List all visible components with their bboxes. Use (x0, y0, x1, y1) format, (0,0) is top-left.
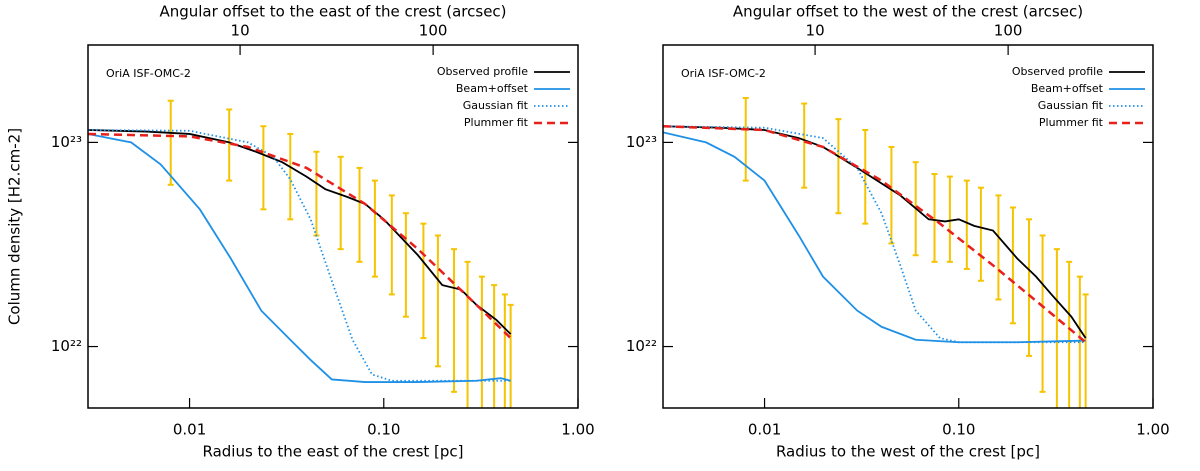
legend-label: Observed profile (437, 65, 528, 78)
plot-frame (662, 44, 1154, 409)
series-line (663, 125, 1087, 339)
series-line (663, 131, 1086, 344)
x2-tick-label: 10 (806, 22, 825, 40)
y-tick-label: 10²³ (51, 133, 82, 151)
x-tick-label: 0.10 (942, 421, 975, 439)
x-tick-label: 1.00 (1136, 421, 1169, 439)
x-tick-label: 1.00 (561, 421, 594, 439)
y-tick-label: 10²³ (626, 133, 657, 151)
plot-frame (87, 44, 579, 409)
series-line (88, 132, 512, 339)
y-axis-label: Column density [H2.cm-2] (6, 128, 24, 325)
x2-tick-label: 100 (994, 22, 1023, 40)
plot-area (88, 99, 514, 408)
x2-axis-label: Angular offset to the west of the crest … (733, 3, 1083, 21)
panel: 0.01 0.10 1.00 10 100 10²² 10²³ Radius to the e… (6, 3, 595, 461)
series-line (88, 133, 511, 383)
legend-label: Observed profile (1012, 65, 1103, 78)
series-line (663, 125, 1086, 344)
annotation: OriA ISF-OMC-2 (681, 67, 766, 80)
legend-label: Gaussian fit (1038, 99, 1104, 112)
x-tick-label: 0.10 (367, 421, 400, 439)
plot-area (663, 97, 1089, 408)
legend-label: Beam+offset (456, 82, 529, 95)
y-tick-label: 10²² (51, 337, 82, 355)
x2-axis-label: Angular offset to the east of the crest … (159, 3, 506, 21)
panel: 0.01 0.10 1.00 10 100 10²² 10²³ Radius to the w… (626, 3, 1170, 461)
x-tick-label: 0.01 (173, 421, 206, 439)
x-axis-label: Radius to the east of the crest [pc] (202, 443, 463, 461)
series-line (88, 129, 512, 335)
x2-tick-label: 100 (419, 22, 448, 40)
series-line (88, 129, 511, 382)
y-tick-label: 10²² (626, 337, 657, 355)
annotation: OriA ISF-OMC-2 (106, 67, 191, 80)
legend-label: Gaussian fit (463, 99, 529, 112)
x-tick-label: 0.01 (748, 421, 781, 439)
legend-label: Plummer fit (464, 116, 529, 129)
x-axis-label: Radius to the west of the crest [pc] (776, 443, 1040, 461)
legend-label: Plummer fit (1039, 116, 1104, 129)
series-line (663, 124, 1087, 344)
x2-tick-label: 10 (231, 22, 250, 40)
legend-label: Beam+offset (1031, 82, 1104, 95)
